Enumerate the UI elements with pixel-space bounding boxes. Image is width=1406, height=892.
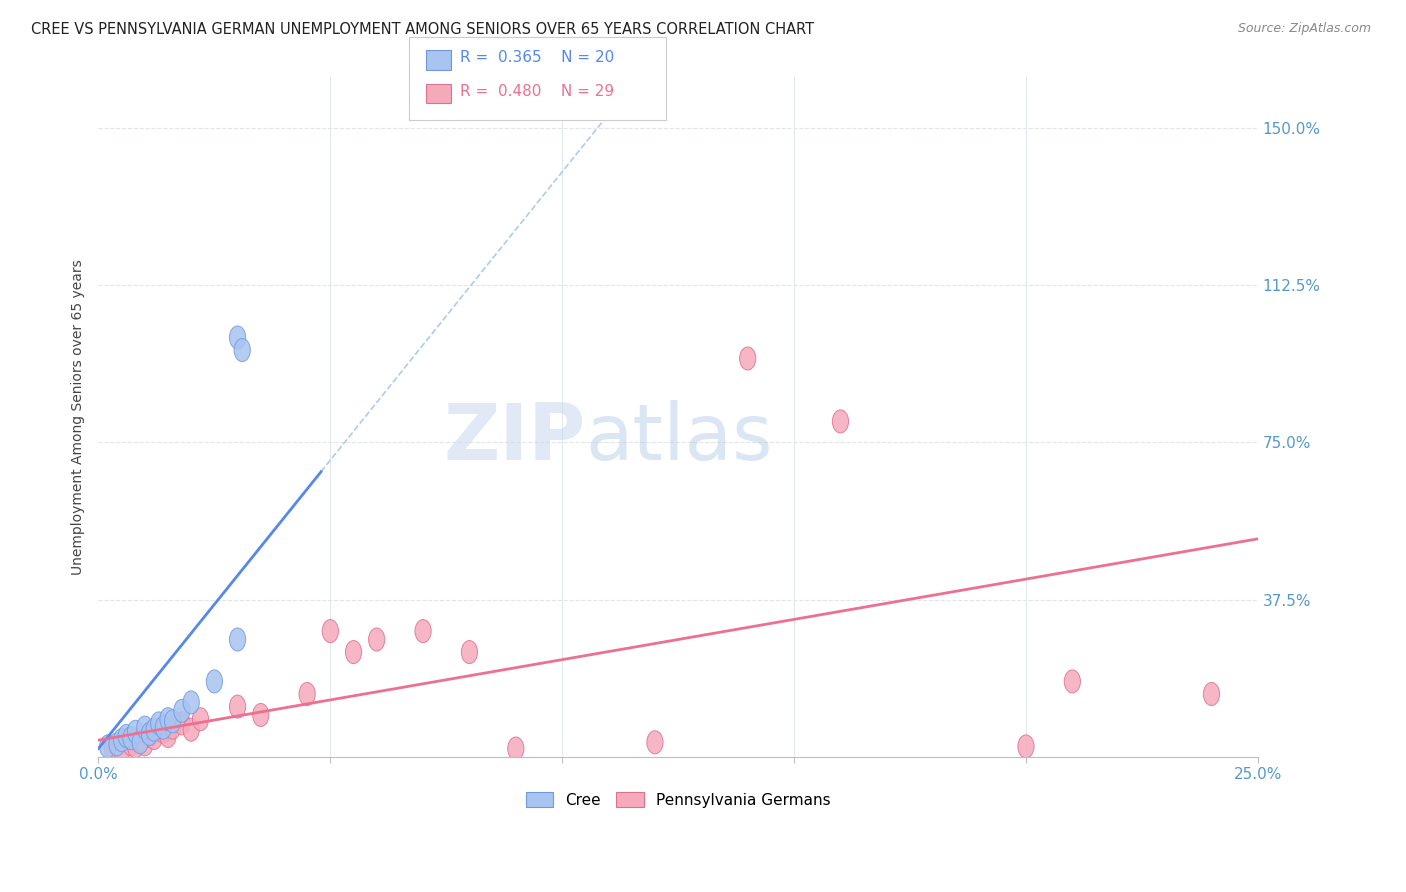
Ellipse shape <box>122 733 139 756</box>
Ellipse shape <box>322 620 339 642</box>
Ellipse shape <box>415 620 432 642</box>
Ellipse shape <box>832 409 849 433</box>
Ellipse shape <box>368 628 385 651</box>
Ellipse shape <box>136 733 153 756</box>
Legend: Cree, Pennsylvania Germans: Cree, Pennsylvania Germans <box>520 786 837 814</box>
Ellipse shape <box>346 640 361 664</box>
Text: Source: ZipAtlas.com: Source: ZipAtlas.com <box>1237 22 1371 36</box>
Text: CREE VS PENNSYLVANIA GERMAN UNEMPLOYMENT AMONG SENIORS OVER 65 YEARS CORRELATION: CREE VS PENNSYLVANIA GERMAN UNEMPLOYMENT… <box>31 22 814 37</box>
Ellipse shape <box>183 718 200 741</box>
Ellipse shape <box>253 704 269 727</box>
Ellipse shape <box>1204 682 1219 706</box>
Ellipse shape <box>132 729 148 752</box>
Ellipse shape <box>165 710 181 733</box>
Ellipse shape <box>165 716 181 739</box>
Ellipse shape <box>207 670 222 693</box>
Ellipse shape <box>114 729 129 752</box>
Ellipse shape <box>1018 735 1033 758</box>
Ellipse shape <box>174 712 190 735</box>
Ellipse shape <box>150 712 167 735</box>
Ellipse shape <box>146 718 162 741</box>
Text: R =  0.365    N = 20: R = 0.365 N = 20 <box>460 51 614 65</box>
Ellipse shape <box>155 716 172 739</box>
Ellipse shape <box>233 339 250 361</box>
Ellipse shape <box>229 695 246 718</box>
Ellipse shape <box>461 640 478 664</box>
Ellipse shape <box>142 723 157 746</box>
Ellipse shape <box>647 731 664 754</box>
Ellipse shape <box>118 724 135 747</box>
Ellipse shape <box>229 628 246 651</box>
Text: atlas: atlas <box>585 400 773 475</box>
Text: ZIP: ZIP <box>443 400 585 475</box>
Text: R =  0.480    N = 29: R = 0.480 N = 29 <box>460 85 614 99</box>
Ellipse shape <box>229 326 246 349</box>
Ellipse shape <box>104 737 121 760</box>
Ellipse shape <box>136 716 153 739</box>
Ellipse shape <box>174 699 190 723</box>
Ellipse shape <box>299 682 315 706</box>
Ellipse shape <box>193 707 208 731</box>
Ellipse shape <box>1064 670 1080 693</box>
Ellipse shape <box>122 727 139 749</box>
Ellipse shape <box>160 724 176 747</box>
Ellipse shape <box>108 733 125 756</box>
Ellipse shape <box>128 735 143 758</box>
Ellipse shape <box>160 707 176 731</box>
Ellipse shape <box>132 731 148 754</box>
Ellipse shape <box>100 735 115 758</box>
Y-axis label: Unemployment Among Seniors over 65 years: Unemployment Among Seniors over 65 years <box>72 260 86 575</box>
Ellipse shape <box>114 739 129 762</box>
Ellipse shape <box>142 724 157 747</box>
Ellipse shape <box>508 737 524 760</box>
Ellipse shape <box>740 347 756 370</box>
Ellipse shape <box>183 691 200 714</box>
Ellipse shape <box>128 720 143 743</box>
Ellipse shape <box>146 727 162 749</box>
Ellipse shape <box>155 720 172 743</box>
